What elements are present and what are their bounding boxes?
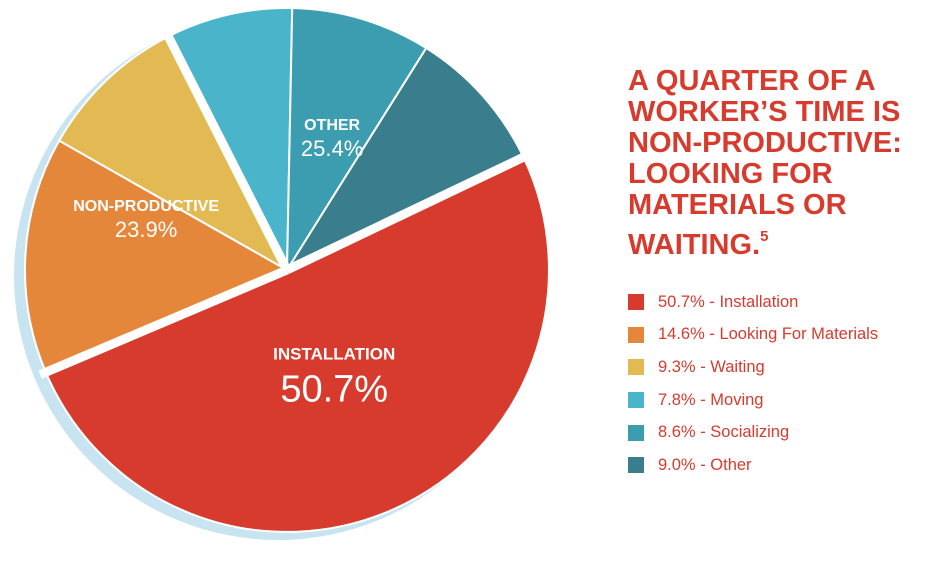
footnote-marker: 5	[760, 228, 769, 245]
legend-swatch	[628, 424, 644, 441]
group-label-other: OTHER	[304, 117, 360, 134]
legend-item: 8.6% - Socializing	[628, 416, 878, 449]
legend-label: 50.7% - Installation	[658, 292, 799, 311]
legend-label: 9.0% - Other	[658, 455, 752, 474]
pie-slice-looking-for-materials	[24, 139, 290, 374]
headline-text: A QUARTER OF A WORKER’S TIME IS NON-PROD…	[628, 65, 902, 261]
pie-slice-installation	[44, 155, 550, 533]
legend-item: 9.0% - Other	[628, 449, 878, 482]
legend-label: 9.3% - Waiting	[658, 357, 765, 376]
legend-item: 14.6% - Looking For Materials	[628, 319, 878, 352]
legend: 50.7% - Installation 14.6% - Looking For …	[628, 286, 878, 482]
group-label-installation: INSTALLATION	[273, 345, 395, 364]
group-separator-3	[161, 29, 292, 273]
legend-item: 7.8% - Moving	[628, 384, 878, 417]
legend-swatch	[628, 392, 644, 409]
group-label-non-productive: NON-PRODUCTIVE	[73, 198, 219, 215]
group-separator-1	[285, 150, 531, 275]
group-value-other: 25.4%	[301, 136, 363, 161]
legend-item: 9.3% - Waiting	[628, 351, 878, 384]
headline: A QUARTER OF A WORKER’S TIME IS NON-PROD…	[628, 66, 918, 261]
group-separator-2	[38, 265, 289, 379]
legend-label: 8.6% - Socializing	[658, 423, 790, 442]
legend-label: 7.8% - Moving	[658, 390, 764, 409]
legend-swatch	[628, 359, 644, 376]
group-value-installation: 50.7%	[280, 369, 388, 411]
pie-slice-socializing	[285, 7, 428, 274]
group-value-non-productive: 23.9%	[115, 217, 177, 242]
legend-swatch	[628, 457, 644, 474]
legend-swatch	[628, 326, 644, 343]
legend-swatch	[628, 294, 644, 311]
pie-slice-waiting	[57, 35, 290, 273]
legend-label: 14.6% - Looking For Materials	[658, 325, 879, 344]
legend-item: 50.7% - Installation	[628, 286, 878, 319]
pie-slice-other	[284, 46, 525, 273]
pie-chart: INSTALLATION 50.7% NON-PRODUCTIVE 23.9% OTHE…	[14, 7, 550, 540]
